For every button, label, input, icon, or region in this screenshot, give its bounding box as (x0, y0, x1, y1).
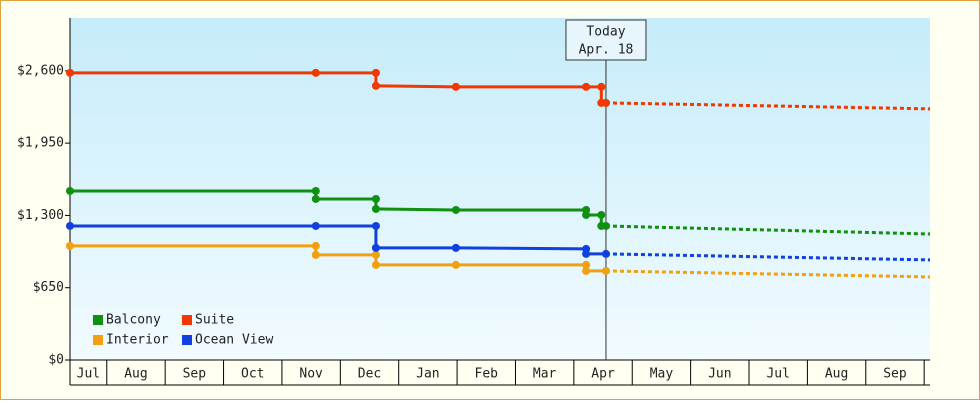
point (582, 260, 591, 269)
point (311, 68, 320, 77)
point (582, 82, 591, 91)
x-tick-label: Aug (124, 367, 147, 382)
forecast-line (605, 224, 931, 236)
point (66, 241, 74, 250)
point (582, 210, 591, 219)
point (597, 82, 606, 91)
point (451, 82, 460, 91)
x-tick-label: Jan (416, 367, 439, 382)
point (451, 260, 460, 269)
x-tick-label: Oct (241, 367, 264, 382)
x-tick-label: Feb (475, 367, 499, 382)
point (601, 221, 610, 230)
legend-swatch (182, 315, 192, 325)
today-box (565, 19, 647, 61)
legend-label: Balcony (106, 313, 161, 328)
point (371, 194, 380, 203)
point (66, 186, 74, 195)
x-tick-label: Sep (183, 367, 207, 382)
point (451, 205, 460, 214)
point (311, 194, 320, 203)
legend-label: Suite (195, 313, 234, 328)
y-tick-label: $1,300 (17, 208, 64, 223)
point (371, 68, 380, 77)
x-tick-label: Jun (708, 367, 731, 382)
forecast-line (605, 252, 931, 262)
legend-label: Ocean View (195, 333, 273, 348)
point (371, 260, 380, 269)
forecast-line (605, 101, 931, 111)
legend-label: Interior (106, 333, 169, 348)
plot-area (70, 18, 930, 360)
point (451, 243, 460, 252)
point (66, 221, 74, 230)
point (371, 250, 380, 259)
x-tick-label: Nov (299, 367, 323, 382)
today-date: Apr. 18 (579, 43, 634, 58)
point (311, 250, 320, 259)
point (66, 68, 74, 77)
y-tick-label: $2,600 (17, 63, 64, 78)
point (311, 241, 320, 250)
x-tick-label: Mar (533, 367, 557, 382)
legend-swatch (182, 335, 192, 345)
y-tick-label: $1,950 (17, 136, 64, 151)
legend-swatch (93, 335, 103, 345)
x-tick-label: Jul (77, 367, 100, 382)
point (582, 249, 591, 258)
point (582, 266, 591, 275)
x-tick-label: Apr (591, 367, 615, 382)
legend-swatch (93, 315, 103, 325)
point (371, 221, 380, 230)
x-tick-label: May (650, 367, 674, 382)
x-tick-label: Sep (883, 367, 907, 382)
today-title: Today (586, 25, 625, 40)
x-tick-label: Jul (766, 367, 789, 382)
x-tick-label: Dec (358, 367, 381, 382)
point (371, 81, 380, 90)
point (371, 243, 380, 252)
y-tick-label: $650 (33, 280, 64, 295)
point (597, 210, 606, 219)
point (601, 98, 610, 107)
point (311, 186, 320, 195)
x-tick-label: Aug (825, 367, 848, 382)
point (601, 266, 610, 275)
forecast-line (605, 269, 931, 279)
point (371, 204, 380, 213)
point (601, 249, 610, 258)
point (311, 221, 320, 230)
y-tick-label: $0 (48, 353, 64, 368)
